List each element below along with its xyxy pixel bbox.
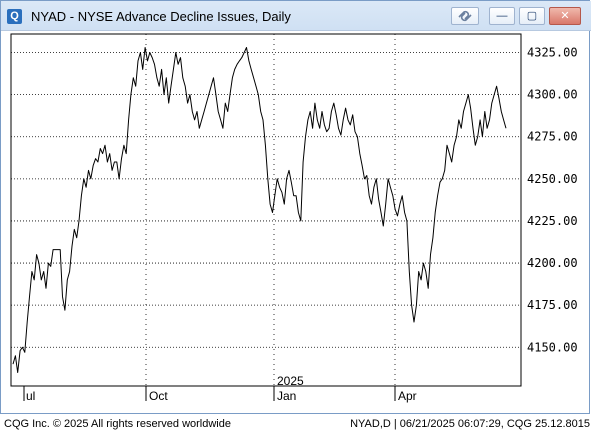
y-tick-label: 4200.00 [527, 256, 578, 270]
symbol-timestamp-text: NYAD,D | 06/21/2025 06:07:29, CQG 25.12.… [350, 418, 590, 430]
x-tick-label: Apr [398, 389, 417, 403]
link-icon [458, 10, 472, 22]
link-button[interactable] [451, 7, 479, 25]
y-tick-label: 4225.00 [527, 214, 578, 228]
maximize-button[interactable]: ▢ [519, 7, 545, 25]
y-tick-label: 4300.00 [527, 88, 578, 102]
maximize-icon: ▢ [526, 10, 538, 22]
y-tick-label: 4250.00 [527, 172, 578, 186]
close-button[interactable]: ✕ [549, 7, 581, 25]
series-line [12, 47, 507, 373]
plot-area [10, 33, 522, 387]
x-tick-label: ul [26, 389, 35, 403]
copyright-text: CQG Inc. © 2025 All rights reserved worl… [4, 418, 231, 430]
minimize-button[interactable]: — [489, 7, 515, 25]
series-group [12, 47, 507, 373]
x-tick-labels: ul Oct Jan Apr [23, 386, 417, 403]
x-tick-label: Oct [149, 389, 168, 403]
app-logo-icon: Q [7, 9, 22, 24]
gridlines [11, 34, 521, 386]
y-tick-label: 4325.00 [527, 46, 578, 60]
y-tick-label: 4275.00 [527, 130, 578, 144]
window-title: NYAD - NYSE Advance Decline Issues, Dail… [31, 9, 291, 24]
year-marker-label: 2025 [277, 374, 304, 388]
y-tick-label: 4150.00 [527, 340, 578, 354]
close-icon: ✕ [560, 10, 570, 22]
y-tick-labels: 4150.00 4175.00 4200.00 4225.00 4250.00 4275.… [527, 46, 578, 355]
title-bar[interactable]: Q NYAD - NYSE Advance Decline Issues, Da… [1, 1, 591, 31]
minimize-icon: — [496, 10, 508, 22]
y-tick-label: 4175.00 [527, 298, 578, 312]
x-tick-label: Jan [277, 389, 296, 403]
price-chart[interactable]: 4150.00 4175.00 4200.00 4225.00 4250.00 4275.… [1, 32, 591, 415]
status-bar: CQG Inc. © 2025 All rights reserved worl… [1, 415, 592, 433]
